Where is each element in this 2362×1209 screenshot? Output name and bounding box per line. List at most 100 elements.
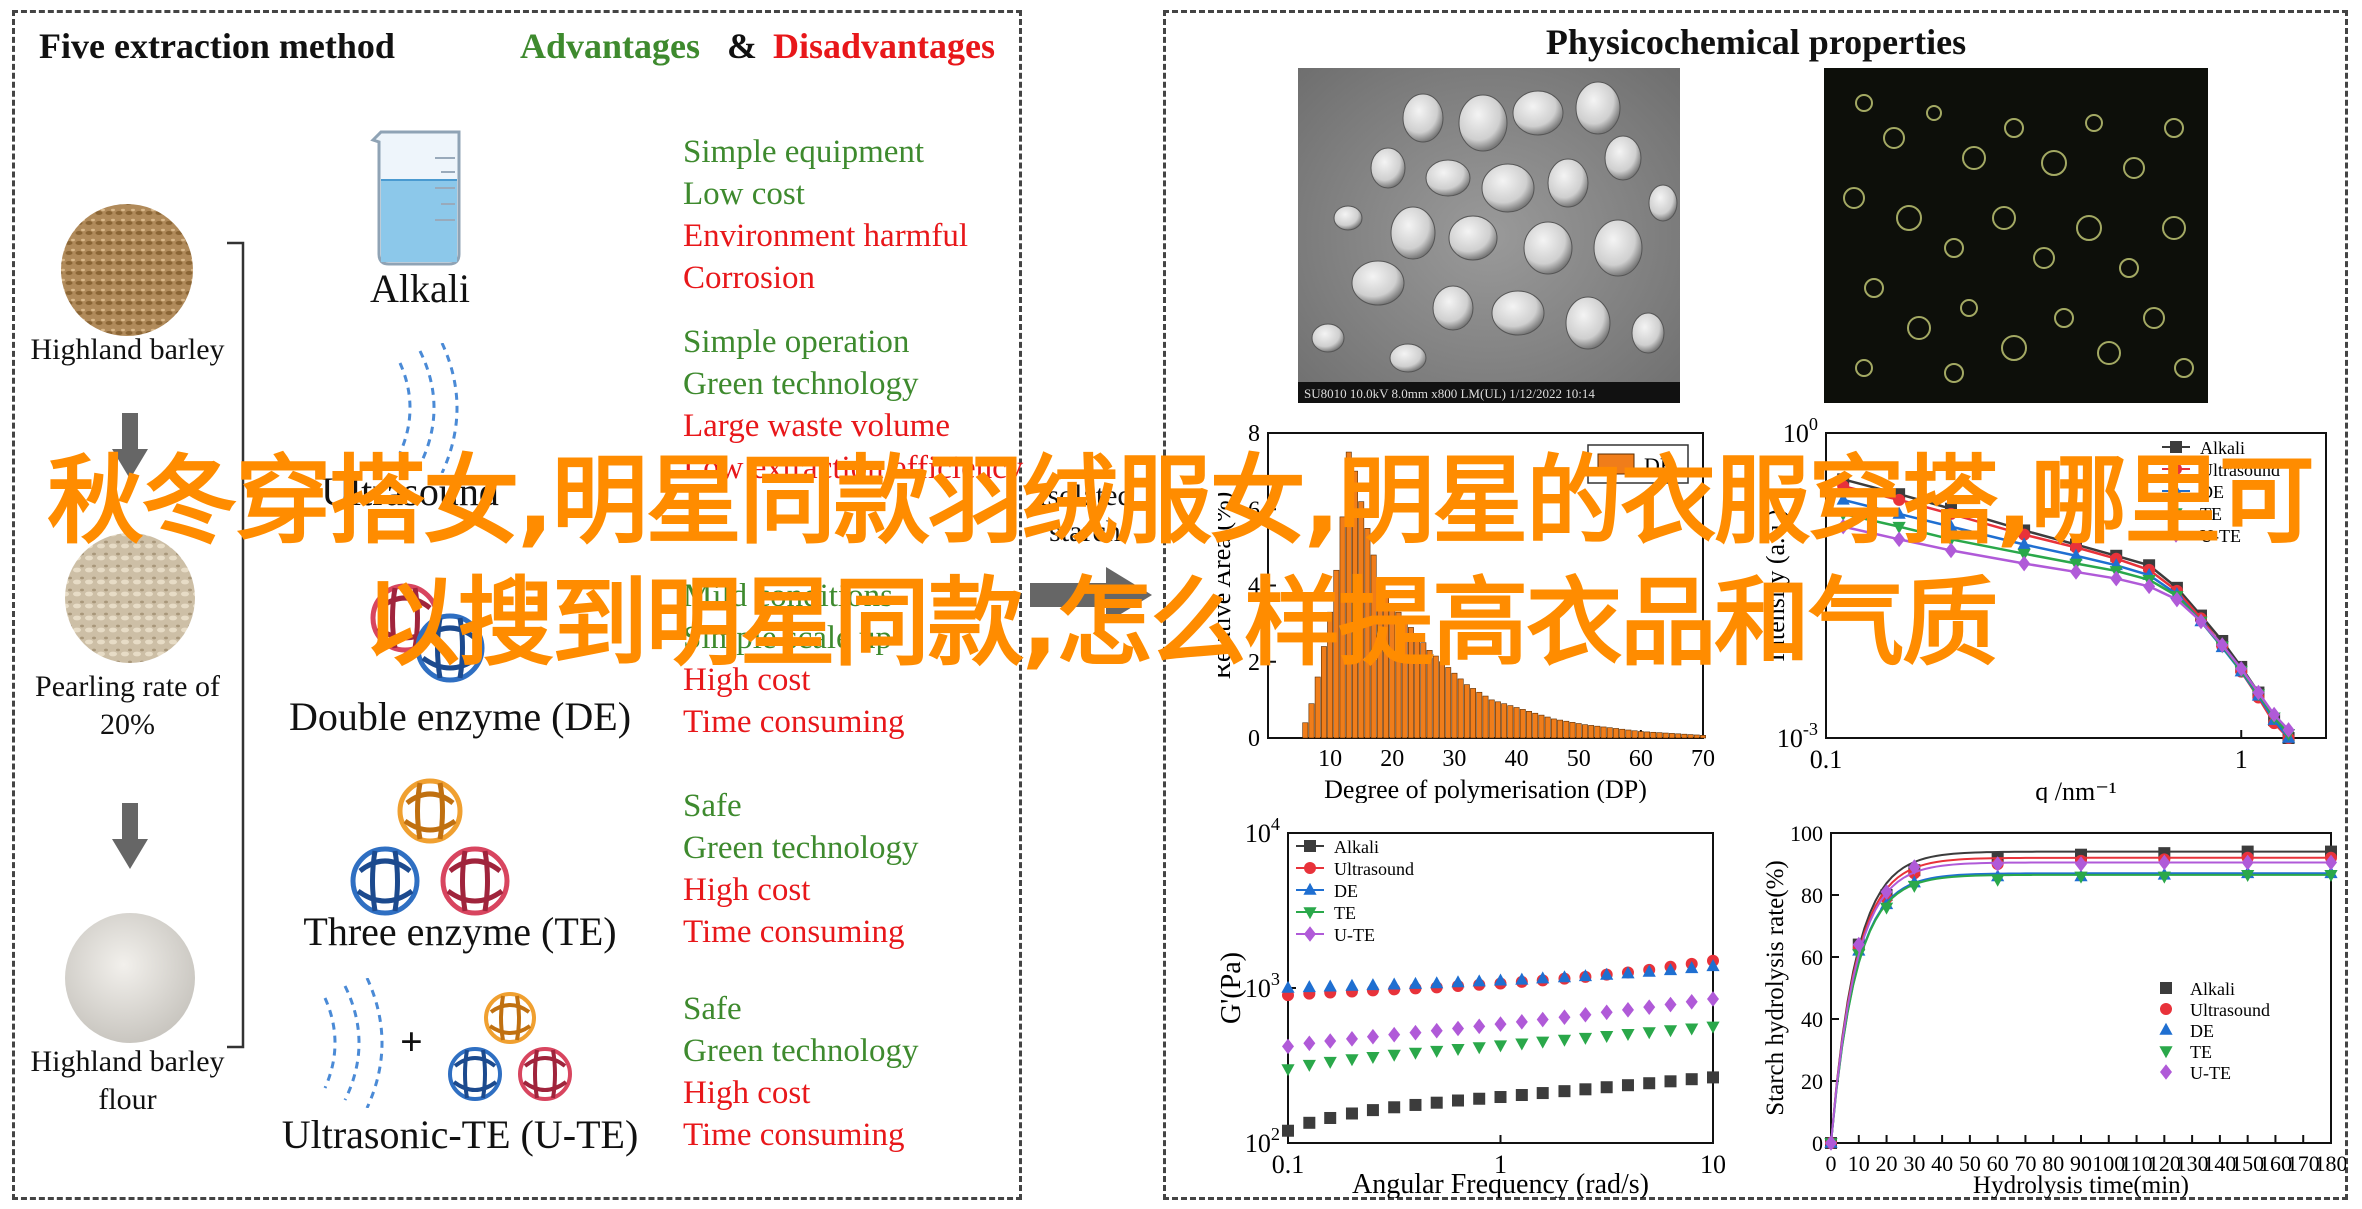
advantage-item: Simple equipment [683,134,925,170]
data-point [1345,978,1359,991]
bar [1693,734,1700,739]
y-axis-label: Intensity (a.u.) [1766,509,1790,661]
bar [1302,722,1309,739]
y-tick-label: 60 [1801,945,1823,970]
y-tick-label: 20 [1801,1069,1823,1094]
x-tick-label: 20 [1380,746,1404,772]
data-point [1409,1024,1422,1041]
x-tick-label: 170 [2287,1151,2320,1176]
data-point [1621,1002,1634,1018]
barley-grain-image [61,204,193,336]
bar [1476,691,1483,739]
x-tick-label: 10 [1318,746,1342,772]
advantage-item: Green technology [683,830,919,866]
sem-micrograph: SU8010 10.0kV 8.0mm x800 LM(UL) 1/12/202… [1298,68,1680,403]
method-alkali-pros-cons: Simple equipment Low cost Environment ha… [683,131,968,299]
data-point [2158,854,2171,871]
data-point [1452,1094,1465,1107]
data-point [1944,534,1958,547]
bar [1631,730,1638,739]
x-tick-label: 1 [2235,745,2248,774]
data-point [1345,1031,1358,1047]
data-point [1388,1026,1401,1043]
data-point [1472,1042,1486,1055]
method-ute-pros-cons: Safe Green technology High cost Time con… [683,988,919,1156]
plus-sign: + [400,1019,423,1064]
bar [1407,627,1414,739]
data-point [1388,1101,1401,1114]
data-point [1664,1075,1677,1088]
x-tick-label: 140 [2203,1151,2236,1176]
y-tick-label: 104 [1245,814,1280,848]
bar [1339,516,1346,739]
method-de-pros-cons: Mild conditions Simple scale up High cos… [683,575,905,743]
y-tick-label: 4 [1248,574,1260,600]
bar [1662,732,1669,739]
data-point [2241,870,2255,883]
x-tick-label: 160 [2259,1151,2292,1176]
bar [1700,735,1706,739]
data-point [1536,1011,1549,1028]
bar [1526,711,1532,739]
data-point [1302,980,1316,993]
legend-marker [1304,862,1316,874]
data-point [1825,1135,1837,1151]
data-point [1642,1027,1656,1040]
data-point [1879,902,1894,915]
data-point [1493,1040,1508,1053]
bar [1575,723,1582,739]
y-axis-label: Starch hydrolysis rate(%) [1762,860,1789,1115]
data-point [2252,684,2265,701]
data-point [1600,1004,1613,1021]
x-tick-label: 60 [1629,746,1653,772]
data-point [1707,1071,1719,1084]
x-tick-label: 100 [2092,1151,2125,1176]
data-point [1706,959,1720,972]
data-point [1387,1049,1401,1062]
ampersand: & [727,26,757,66]
bar [1432,655,1439,739]
x-tick-label: 50 [1567,746,1591,772]
bar [1625,729,1632,739]
data-point [1366,1028,1379,1045]
legend-label: DE [1334,881,1358,901]
advantage-item: Mild conditions [683,578,893,614]
legend-marker [1304,840,1316,852]
x-tick-label: 30 [1903,1151,1925,1176]
pearled-barley-image [65,533,195,663]
x-axis-label: Degree of polymerisation (DP) [1324,775,1647,803]
bar [1687,734,1694,739]
bracket [227,241,245,1049]
legend-label: TE [1334,903,1356,923]
rheology-chart: 0.1 1 10 102 103 104 Angular Frequency (rad/s)… [1218,814,1726,1198]
data-point [1991,874,2005,887]
legend-marker [2170,441,2182,453]
y-tick-label: 10-3 [1777,719,1818,753]
bar [1364,528,1371,739]
bar [1550,718,1557,739]
data-point [2074,871,2088,884]
y-tick-label: 102 [1245,1124,1280,1158]
arrow-down-icon [112,413,148,479]
bar [1308,703,1315,739]
data-point [1452,1020,1465,1037]
data-point [2195,613,2207,630]
data-point [1642,964,1656,977]
data-point [1836,492,1850,505]
data-point [1892,521,1906,534]
bar [1389,604,1396,739]
data-point [1409,1098,1422,1111]
data-point [2325,854,2337,871]
data-point [1621,1029,1635,1042]
data-point [1536,1087,1549,1100]
data-point [1600,1081,1613,1094]
data-point [1600,967,1614,980]
disadvantage-item: Environment harmful [683,218,969,254]
data-point [1324,1033,1337,1049]
data-point [1451,975,1465,988]
data-point [1557,1034,1572,1047]
bar [1613,728,1619,739]
data-point [1663,1025,1678,1038]
bar [1327,611,1334,739]
left-panel-title: Five extraction method [39,26,395,66]
